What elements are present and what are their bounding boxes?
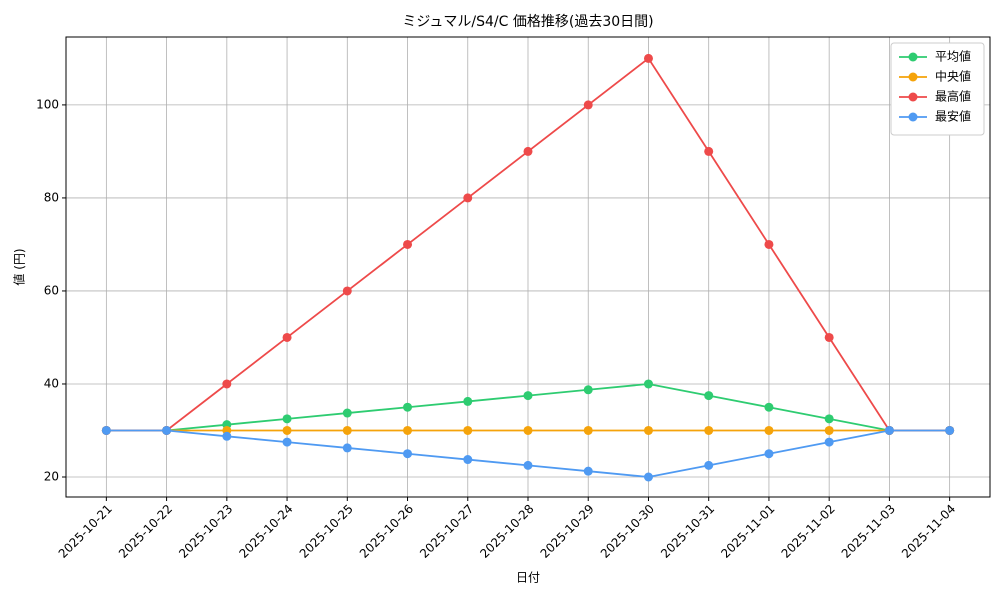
point xyxy=(583,425,593,435)
point xyxy=(643,379,653,389)
y-tick-label: 80 xyxy=(44,190,59,204)
x-tick-label: 2025-10-21 xyxy=(56,502,115,561)
legend-marker xyxy=(908,72,918,82)
point xyxy=(282,332,292,342)
point xyxy=(945,425,955,435)
point xyxy=(824,332,834,342)
x-tick-label: 2025-10-24 xyxy=(236,502,295,561)
point xyxy=(824,414,834,424)
legend-label: 平均値 xyxy=(935,49,971,64)
point xyxy=(282,414,292,424)
point xyxy=(282,425,292,435)
point xyxy=(403,425,413,435)
point xyxy=(403,239,413,249)
point xyxy=(222,431,232,441)
legend-label: 最高値 xyxy=(935,89,971,104)
point xyxy=(342,443,352,453)
legend-marker xyxy=(908,92,918,102)
legend-marker xyxy=(908,52,918,62)
x-axis-label: 日付 xyxy=(516,571,540,585)
x-tick-label: 2025-11-04 xyxy=(899,502,958,561)
x-tick-label: 2025-10-23 xyxy=(176,502,235,561)
point xyxy=(643,53,653,63)
x-tick-label: 2025-11-02 xyxy=(779,502,838,561)
point xyxy=(764,239,774,249)
point xyxy=(342,286,352,296)
point xyxy=(764,425,774,435)
legend-marker xyxy=(908,112,918,122)
point xyxy=(704,146,714,156)
point xyxy=(824,425,834,435)
point xyxy=(583,385,593,395)
chart-title: ミジュマル/S4/C 価格推移(過去30日間) xyxy=(402,14,653,30)
point xyxy=(282,437,292,447)
point xyxy=(463,455,473,465)
x-tick-label: 2025-11-01 xyxy=(718,502,777,561)
x-tick-label: 2025-10-28 xyxy=(477,502,536,561)
point xyxy=(403,449,413,459)
point xyxy=(222,379,232,389)
point xyxy=(162,425,172,435)
point xyxy=(884,425,894,435)
x-tick-label: 2025-11-03 xyxy=(839,502,898,561)
point xyxy=(463,425,473,435)
x-tick-label: 2025-10-27 xyxy=(417,502,476,561)
x-tick-label: 2025-10-22 xyxy=(116,502,175,561)
point xyxy=(523,146,533,156)
point xyxy=(764,402,774,412)
point xyxy=(583,100,593,110)
point xyxy=(523,460,533,470)
point xyxy=(704,391,714,401)
plot-frame xyxy=(65,36,991,498)
legend-label: 最安値 xyxy=(935,109,971,124)
x-tick-label: 2025-10-31 xyxy=(658,502,717,561)
point xyxy=(463,193,473,203)
point xyxy=(764,449,774,459)
x-tick-label: 2025-10-26 xyxy=(357,502,416,561)
point xyxy=(643,425,653,435)
point xyxy=(523,425,533,435)
point xyxy=(704,460,714,470)
x-tick-label: 2025-10-30 xyxy=(598,502,657,561)
legend-label: 中央値 xyxy=(935,69,971,84)
y-axis-label: 値 (円) xyxy=(12,248,27,285)
x-tick-label: 2025-10-29 xyxy=(538,502,597,561)
point xyxy=(704,425,714,435)
point xyxy=(342,408,352,418)
y-tick-label: 40 xyxy=(44,376,59,390)
point xyxy=(101,425,111,435)
point xyxy=(824,437,834,447)
point xyxy=(463,396,473,406)
y-tick-label: 20 xyxy=(44,470,59,484)
y-tick-label: 60 xyxy=(44,283,59,297)
point xyxy=(342,425,352,435)
x-tick-label: 2025-10-25 xyxy=(297,502,356,561)
point xyxy=(583,466,593,476)
legend-box xyxy=(890,42,985,136)
y-tick-label: 100 xyxy=(36,97,59,111)
point xyxy=(523,391,533,401)
point xyxy=(403,402,413,412)
point xyxy=(643,472,653,482)
